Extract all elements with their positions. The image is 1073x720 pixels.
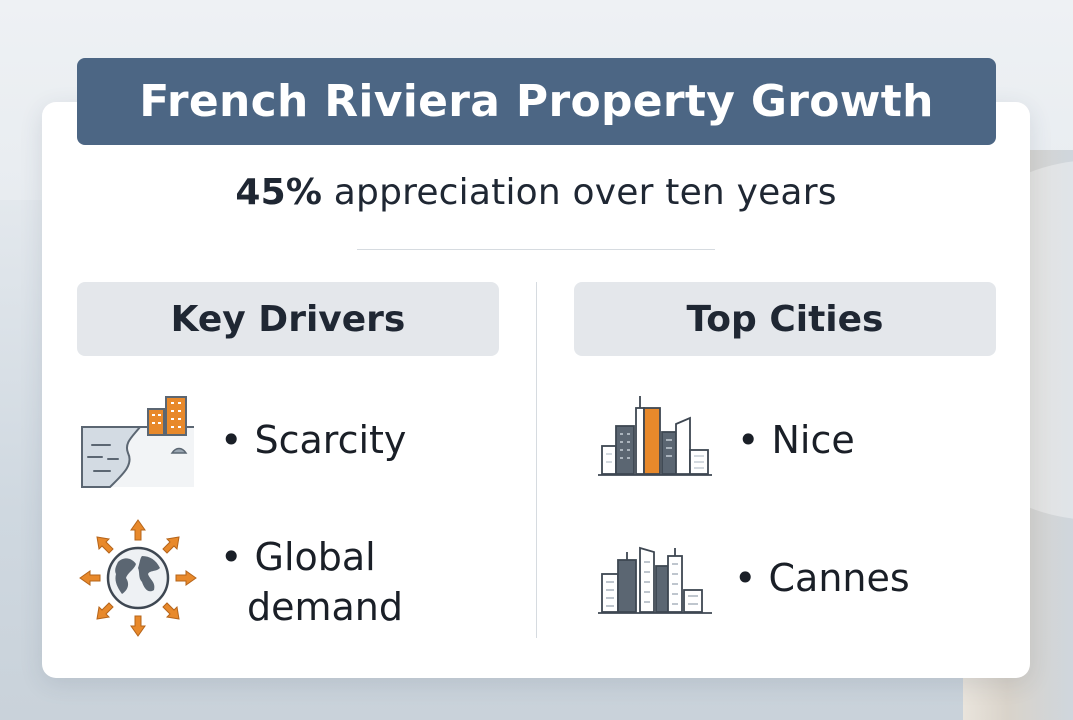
city-cannes: • Cannes <box>734 556 910 600</box>
page-title: French Riviera Property Growth <box>139 76 934 127</box>
driver-scarcity: • Scarcity <box>220 418 407 462</box>
top-cities-heading: Top Cities <box>574 282 996 356</box>
title-banner: French Riviera Property Growth <box>77 58 996 145</box>
subtitle: 45% appreciation over ten years <box>42 172 1030 213</box>
top-cities-heading-label: Top Cities <box>686 298 884 340</box>
globe-arrows-icon <box>79 519 197 637</box>
driver-global-demand-line1: • Global <box>220 535 376 579</box>
key-drivers-heading: Key Drivers <box>77 282 499 356</box>
subtitle-text: appreciation over ten years <box>322 172 837 213</box>
divider-horizontal <box>357 249 715 250</box>
key-drivers-heading-label: Key Drivers <box>170 298 406 340</box>
nice-skyline-icon <box>598 396 712 476</box>
cannes-skyline-icon <box>598 546 712 614</box>
city-nice: • Nice <box>737 418 855 462</box>
coastline-buildings-icon <box>81 396 194 488</box>
divider-vertical <box>536 282 537 638</box>
driver-global-demand-line2: demand <box>247 585 404 629</box>
appreciation-percent: 45% <box>235 172 323 213</box>
